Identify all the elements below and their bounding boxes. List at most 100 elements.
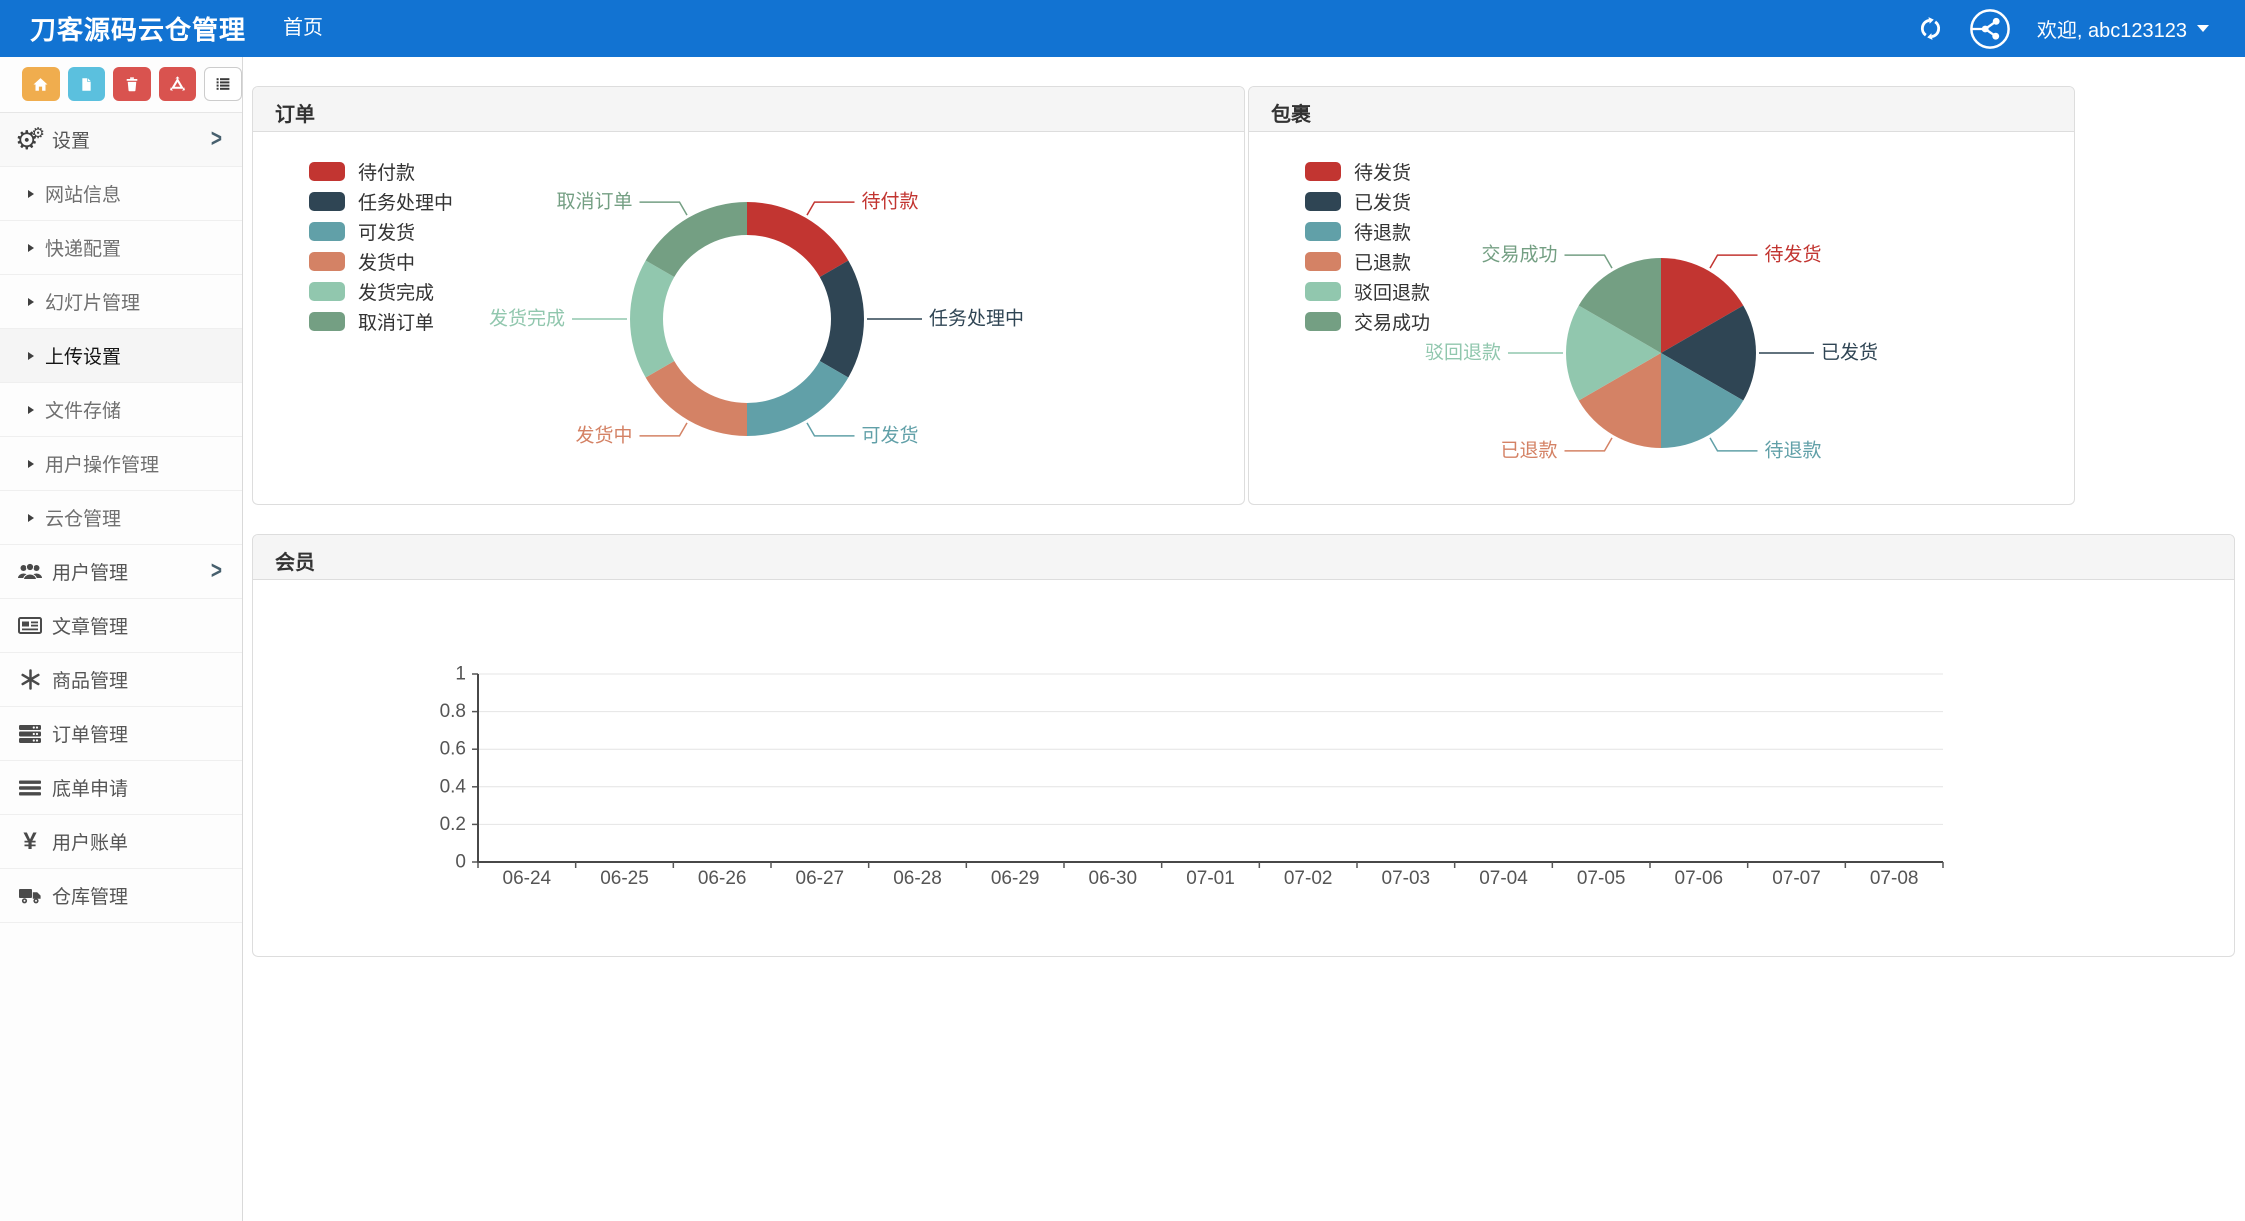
sidebar-item-label: 商品管理 bbox=[52, 671, 129, 692]
users-icon bbox=[12, 562, 48, 582]
legend-item-任务处理中[interactable]: 任务处理中 bbox=[309, 186, 453, 216]
pie-slice-发货中[interactable] bbox=[645, 361, 747, 436]
legend-label: 发货完成 bbox=[358, 282, 435, 304]
home-button[interactable] bbox=[22, 67, 60, 101]
refresh-button[interactable] bbox=[1918, 16, 1943, 41]
sidebar-item-express-config[interactable]: 快递配置 bbox=[0, 221, 242, 275]
x-axis-label: 06-27 bbox=[796, 868, 845, 889]
legend-item-待发货[interactable]: 待发货 bbox=[1305, 156, 1430, 186]
slice-label: 已发货 bbox=[1821, 342, 1878, 364]
sidebar-item-label: 用户操作管理 bbox=[45, 455, 160, 476]
caret-right-icon bbox=[28, 189, 34, 198]
file-button[interactable] bbox=[67, 67, 106, 101]
legend-item-可发货[interactable]: 可发货 bbox=[309, 216, 453, 246]
legend-item-取消订单[interactable]: 取消订单 bbox=[309, 306, 453, 336]
members-panel: 会员 0 0.2 0.4 0.6 0.8 1 06-24 06-25 06-26 06-27 06-… bbox=[252, 534, 2235, 957]
slice-label: 交易成功 bbox=[1481, 244, 1557, 266]
sidebar-item-article-management[interactable]: 文章管理 bbox=[0, 599, 242, 653]
legend-item-交易成功[interactable]: 交易成功 bbox=[1305, 306, 1430, 336]
pie-slice-任务处理中[interactable] bbox=[819, 260, 864, 378]
trash-icon bbox=[126, 77, 138, 92]
pie-slice-待付款[interactable] bbox=[747, 202, 849, 277]
chevron-right-icon: > bbox=[210, 557, 222, 585]
packages-legend: 待发货 已发货待退款已退款驳回退款 交易成功 bbox=[1305, 156, 1430, 336]
list-button[interactable] bbox=[204, 67, 243, 101]
pie-slice-已退款[interactable] bbox=[1578, 353, 1661, 448]
legend-item-已退款[interactable]: 已退款 bbox=[1305, 246, 1430, 276]
sidebar-item-label: 幻灯片管理 bbox=[45, 293, 141, 314]
orders-legend: 待付款任务处理中 可发货 发货中发货完成 取消订单 bbox=[309, 156, 453, 336]
x-axis-label: 06-24 bbox=[503, 868, 552, 889]
slice-label: 待发货 bbox=[1765, 244, 1822, 266]
caret-right-icon bbox=[28, 405, 34, 414]
sidebar-item-file-storage[interactable]: 文件存储 bbox=[0, 383, 242, 437]
legend-label: 任务处理中 bbox=[358, 192, 454, 214]
packages-panel-body: 待发货 已发货 待退款 已退款 驳回退款 交易成功 待发货 已发货 待退款 已退款 驳回退款 交易成… bbox=[1249, 132, 2074, 504]
sidebar-item-order-management[interactable]: 订单管理 bbox=[0, 707, 242, 761]
sidebar-item-settings[interactable]: ⚙ ⚙ 设置 > bbox=[0, 113, 242, 167]
sidebar-item-cloud-warehouse[interactable]: 云仓管理 bbox=[0, 491, 242, 545]
sidebar-item-label: 上传设置 bbox=[45, 347, 122, 368]
sidebar-item-label: 网站信息 bbox=[45, 185, 122, 206]
legend-swatch bbox=[1305, 311, 1341, 331]
home-icon bbox=[33, 77, 48, 91]
sidebar-toolbar bbox=[0, 57, 243, 113]
sidebar-item-warehouse-management[interactable]: 仓库管理 bbox=[0, 869, 242, 923]
user-menu[interactable]: 欢迎, abc123123 bbox=[2037, 14, 2209, 43]
legend-item-已发货[interactable]: 已发货 bbox=[1305, 186, 1430, 216]
legend-swatch bbox=[1305, 191, 1341, 211]
trash-button[interactable] bbox=[113, 67, 151, 101]
pie-slice-取消订单[interactable] bbox=[645, 202, 747, 277]
sidebar-item-upload-settings[interactable]: 上传设置 bbox=[0, 329, 242, 383]
sidebar-item-label: 设置 bbox=[52, 131, 91, 152]
legend-item-发货中[interactable]: 发货中 bbox=[309, 246, 453, 276]
sidebar-item-waybill-request[interactable]: 底单申请 bbox=[0, 761, 242, 815]
sidebar-item-product-management[interactable]: 商品管理 bbox=[0, 653, 242, 707]
avatar[interactable] bbox=[1969, 8, 2011, 50]
legend-label: 待退款 bbox=[1354, 222, 1412, 244]
sidebar-item-user-management[interactable]: 用户管理 > bbox=[0, 545, 242, 599]
label-line bbox=[1709, 254, 1758, 269]
y-axis-label: 0.4 bbox=[440, 776, 467, 797]
legend-label: 已退款 bbox=[1354, 252, 1412, 274]
pie-slice-已发货[interactable] bbox=[1661, 305, 1756, 401]
legend-swatch bbox=[1305, 161, 1341, 181]
legend-item-待付款[interactable]: 待付款 bbox=[309, 156, 453, 186]
sidebar-item-site-info[interactable]: 网站信息 bbox=[0, 167, 242, 221]
packages-panel: 包裹 待发货 已发货 待退款 已退款 驳回退款 交易成功 待发货 已发货 待退款 已退款 驳回退款… bbox=[1248, 86, 2075, 505]
pie-slice-交易成功[interactable] bbox=[1578, 258, 1661, 353]
caret-right-icon bbox=[28, 459, 34, 468]
sidebar-item-user-ops[interactable]: 用户操作管理 bbox=[0, 437, 242, 491]
nav-home[interactable]: 首页 bbox=[283, 17, 323, 39]
x-axis-label: 07-03 bbox=[1382, 868, 1431, 889]
x-axis-label: 07-04 bbox=[1479, 868, 1528, 889]
legend-swatch bbox=[309, 311, 345, 331]
newspaper-icon bbox=[12, 616, 48, 635]
pie-slice-可发货[interactable] bbox=[747, 361, 849, 436]
pie-slice-待退款[interactable] bbox=[1661, 353, 1744, 448]
pie-slice-驳回退款[interactable] bbox=[1566, 305, 1661, 401]
slice-label: 待退款 bbox=[1765, 439, 1822, 461]
x-axis-label: 07-05 bbox=[1577, 868, 1626, 889]
recycle-button[interactable] bbox=[158, 67, 197, 101]
pie-slice-发货完成[interactable] bbox=[630, 260, 675, 378]
server-icon bbox=[12, 724, 48, 744]
label-line bbox=[639, 201, 688, 216]
legend-label: 驳回退款 bbox=[1354, 282, 1431, 304]
orders-panel-body: 待付款 任务处理中 可发货 发货中 发货完成 取消订单 待付款 任务处理中 可发货 发货中 发货完… bbox=[253, 132, 1244, 504]
sidebar-item-user-billing[interactable]: ¥ 用户账单 bbox=[0, 815, 242, 869]
x-axis-label: 07-01 bbox=[1186, 868, 1235, 889]
legend-swatch bbox=[309, 221, 345, 241]
slice-label: 已退款 bbox=[1500, 439, 1557, 461]
legend-item-待退款[interactable]: 待退款 bbox=[1305, 216, 1430, 246]
x-axis-label: 07-07 bbox=[1772, 868, 1821, 889]
slice-label: 发货完成 bbox=[489, 308, 565, 330]
label-line bbox=[806, 422, 855, 437]
yen-icon: ¥ bbox=[23, 827, 37, 855]
legend-item-驳回退款[interactable]: 驳回退款 bbox=[1305, 276, 1430, 306]
legend-swatch bbox=[309, 281, 345, 301]
legend-item-发货完成[interactable]: 发货完成 bbox=[309, 276, 453, 306]
sidebar-item-slideshow[interactable]: 幻灯片管理 bbox=[0, 275, 242, 329]
pie-slice-待发货[interactable] bbox=[1661, 258, 1744, 353]
